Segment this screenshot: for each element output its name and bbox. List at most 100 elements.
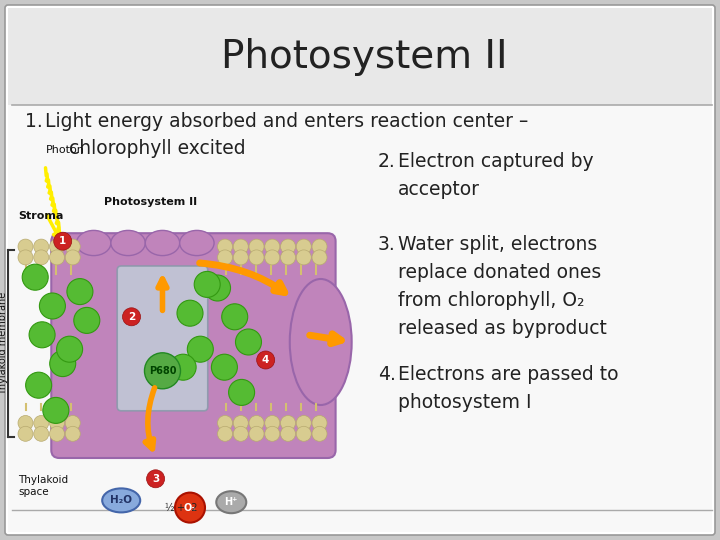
Circle shape bbox=[50, 239, 65, 254]
Text: H₂O: H₂O bbox=[110, 495, 132, 505]
Circle shape bbox=[281, 250, 295, 265]
Ellipse shape bbox=[180, 231, 214, 255]
Circle shape bbox=[265, 415, 280, 430]
Circle shape bbox=[235, 329, 261, 355]
Circle shape bbox=[18, 415, 33, 430]
Bar bbox=[8, 105, 712, 532]
Circle shape bbox=[296, 426, 311, 441]
Text: Water split, electrons
replace donated ones
from chlorophyll, O₂
released as byp: Water split, electrons replace donated o… bbox=[398, 235, 607, 338]
Text: Electron captured by
acceptor: Electron captured by acceptor bbox=[398, 152, 593, 199]
Circle shape bbox=[66, 239, 80, 254]
Circle shape bbox=[66, 426, 80, 441]
Circle shape bbox=[34, 415, 49, 430]
Circle shape bbox=[147, 470, 165, 488]
Circle shape bbox=[26, 372, 52, 398]
Circle shape bbox=[194, 272, 220, 298]
Circle shape bbox=[312, 239, 327, 254]
Ellipse shape bbox=[216, 491, 246, 513]
Circle shape bbox=[73, 307, 100, 333]
Ellipse shape bbox=[145, 231, 180, 255]
Ellipse shape bbox=[76, 231, 111, 255]
Text: Light energy absorbed and enters reaction center –
    chlorophyll excited: Light energy absorbed and enters reactio… bbox=[45, 112, 528, 158]
Text: ½: ½ bbox=[165, 503, 174, 512]
Text: 1.: 1. bbox=[25, 112, 42, 131]
Text: 2.: 2. bbox=[378, 152, 396, 171]
Circle shape bbox=[50, 415, 65, 430]
Circle shape bbox=[249, 426, 264, 441]
Text: Photon: Photon bbox=[45, 145, 84, 155]
Circle shape bbox=[175, 492, 205, 523]
Text: 4: 4 bbox=[262, 355, 269, 365]
Circle shape bbox=[296, 415, 311, 430]
Circle shape bbox=[50, 250, 65, 265]
Circle shape bbox=[256, 351, 274, 369]
Circle shape bbox=[40, 293, 66, 319]
Text: Stroma: Stroma bbox=[18, 211, 63, 221]
Text: 2: 2 bbox=[128, 312, 135, 322]
Circle shape bbox=[249, 250, 264, 265]
Circle shape bbox=[217, 250, 233, 265]
Text: Thylakoid membrane: Thylakoid membrane bbox=[0, 292, 8, 395]
Circle shape bbox=[265, 239, 280, 254]
Circle shape bbox=[187, 336, 213, 362]
Circle shape bbox=[22, 264, 48, 290]
Ellipse shape bbox=[102, 488, 140, 512]
Circle shape bbox=[43, 397, 69, 423]
Circle shape bbox=[34, 426, 49, 441]
Circle shape bbox=[57, 336, 83, 362]
Circle shape bbox=[233, 250, 248, 265]
Ellipse shape bbox=[289, 279, 351, 405]
Circle shape bbox=[177, 300, 203, 326]
Text: +  2: + 2 bbox=[177, 503, 198, 512]
Circle shape bbox=[312, 250, 327, 265]
Circle shape bbox=[222, 304, 248, 330]
Circle shape bbox=[281, 239, 295, 254]
Text: H⁺: H⁺ bbox=[225, 497, 238, 507]
Circle shape bbox=[66, 415, 80, 430]
Text: 4.: 4. bbox=[378, 365, 396, 384]
Circle shape bbox=[312, 426, 327, 441]
Text: Electrons are passed to
photosystem I: Electrons are passed to photosystem I bbox=[398, 365, 618, 412]
FancyBboxPatch shape bbox=[51, 233, 336, 458]
Circle shape bbox=[54, 232, 72, 250]
Circle shape bbox=[67, 279, 93, 305]
Circle shape bbox=[296, 239, 311, 254]
Circle shape bbox=[233, 426, 248, 441]
Ellipse shape bbox=[111, 231, 145, 255]
Circle shape bbox=[50, 426, 65, 441]
Circle shape bbox=[281, 426, 295, 441]
Circle shape bbox=[249, 239, 264, 254]
Text: 3: 3 bbox=[152, 474, 159, 484]
Circle shape bbox=[18, 426, 33, 441]
Circle shape bbox=[217, 426, 233, 441]
Text: P680: P680 bbox=[149, 366, 176, 376]
Circle shape bbox=[212, 354, 238, 380]
Circle shape bbox=[170, 354, 196, 380]
Circle shape bbox=[145, 353, 181, 389]
Circle shape bbox=[18, 250, 33, 265]
Text: Photosystem II: Photosystem II bbox=[104, 197, 197, 207]
Circle shape bbox=[265, 250, 280, 265]
Circle shape bbox=[50, 350, 76, 376]
Circle shape bbox=[281, 415, 295, 430]
Circle shape bbox=[122, 308, 140, 326]
Circle shape bbox=[249, 415, 264, 430]
Circle shape bbox=[66, 250, 80, 265]
Circle shape bbox=[233, 239, 248, 254]
Text: Photosystem II: Photosystem II bbox=[221, 38, 508, 76]
Bar bbox=[8, 8, 712, 105]
Circle shape bbox=[34, 250, 49, 265]
Circle shape bbox=[296, 250, 311, 265]
Circle shape bbox=[312, 415, 327, 430]
Text: O₂: O₂ bbox=[184, 503, 197, 512]
Circle shape bbox=[34, 239, 49, 254]
FancyBboxPatch shape bbox=[5, 5, 715, 535]
Circle shape bbox=[229, 380, 255, 406]
Circle shape bbox=[18, 239, 33, 254]
Circle shape bbox=[204, 275, 230, 301]
Circle shape bbox=[29, 322, 55, 348]
Circle shape bbox=[217, 239, 233, 254]
Text: 3.: 3. bbox=[378, 235, 396, 254]
FancyBboxPatch shape bbox=[117, 266, 208, 411]
Circle shape bbox=[233, 415, 248, 430]
